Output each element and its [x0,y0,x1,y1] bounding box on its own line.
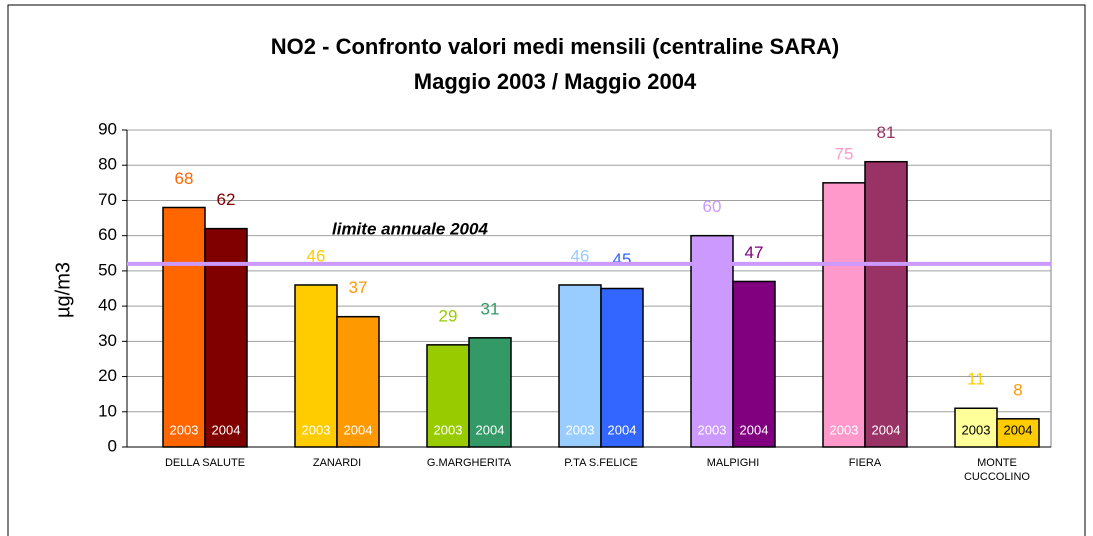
x-tick-label: ZANARDI [312,457,362,469]
x-tick-label: MALPIGHI [706,457,760,469]
series-label: 2003 [566,422,595,437]
bar [294,284,338,448]
value-label: 8 [1013,380,1022,399]
x-tick-label: MONTE CUCCOLINO [963,457,1030,483]
x-tick-label: FIERA [848,457,882,469]
bar [336,315,380,448]
x-tick-label: G.MARGHERITA [426,457,512,469]
y-tick-label: 80 [98,155,117,174]
value-label: 62 [217,190,236,209]
value-label: 46 [571,246,590,265]
chart-title: NO2 - Confronto valori medi mensili (cen… [271,34,839,59]
bar [954,407,998,448]
y-tick-label: 70 [98,190,117,209]
bar [864,160,908,448]
chart-subtitle: Maggio 2003 / Maggio 2004 [414,69,697,94]
series-label: 2004 [740,422,769,437]
value-label: 31 [481,299,500,318]
y-tick-label: 10 [98,401,117,420]
y-tick-label: 0 [108,436,117,455]
y-axis-label: µg/m3 [52,262,74,318]
series-label: 2003 [302,422,331,437]
series-label: 2004 [344,422,373,437]
bar [822,182,866,448]
bar [690,234,734,448]
value-label: 81 [877,123,896,142]
y-tick-label: 20 [98,366,117,385]
value-label: 37 [349,278,368,297]
series-label: 2004 [608,422,637,437]
value-label: 47 [745,243,764,262]
series-label: 2003 [830,422,859,437]
value-label: 45 [613,250,632,269]
value-label: 68 [175,169,194,188]
y-tick-label: 60 [98,225,117,244]
limit-label: limite annuale 2004 [332,219,488,238]
value-label: 46 [307,246,326,265]
bar [204,227,248,448]
bar [732,280,776,448]
series-label: 2003 [170,422,199,437]
bar [468,337,512,448]
x-tick-label: DELLA SALUTE [164,457,246,469]
bar [162,206,206,448]
bar [996,418,1040,448]
value-label: 11 [967,370,985,389]
y-tick-label: 30 [98,331,117,350]
value-label: 29 [439,306,458,325]
value-label: 60 [703,197,722,216]
series-label: 2003 [434,422,463,437]
series-label: 2004 [1004,422,1033,437]
series-label: 2004 [872,422,901,437]
bar [600,287,644,448]
y-tick-label: 40 [98,296,117,315]
y-tick-label: 50 [98,260,117,279]
value-label: 75 [835,144,854,163]
series-label: 2003 [962,422,991,437]
x-tick-label: P.TA S.FELICE [564,457,638,469]
series-label: 2004 [476,422,505,437]
y-tick-label: 90 [98,119,117,138]
series-label: 2004 [212,422,241,437]
series-label: 2003 [698,422,727,437]
